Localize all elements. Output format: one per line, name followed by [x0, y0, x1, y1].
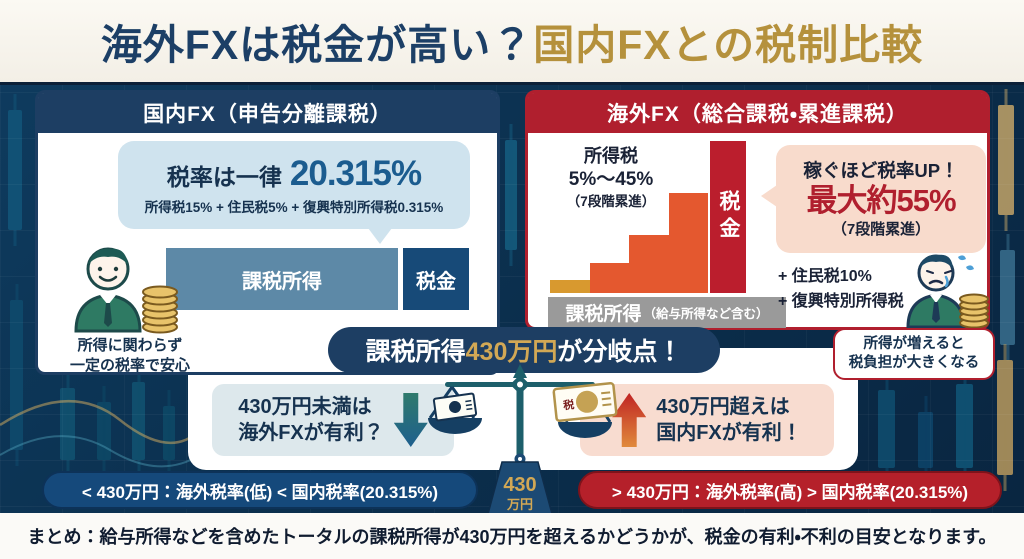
- candlestick-decoration: [132, 382, 145, 460]
- domestic-panel-header: 国内FX（申告分離課税）: [38, 93, 497, 133]
- candlestick-decoration: [997, 360, 1013, 475]
- max-rate-value: 最大約55%: [806, 182, 956, 218]
- title-question: 海外FXは税金が高い？: [100, 22, 534, 68]
- worried-investor-icon: [906, 254, 989, 329]
- above-threshold-line1: 430万円超えは: [656, 396, 790, 418]
- banner-amount: 430万円: [465, 338, 558, 366]
- below-threshold-line2: 海外FXが有利？: [238, 422, 384, 444]
- bubble-tail: [761, 185, 777, 207]
- above-threshold-pill: > 430万円：海外税率(高) > 国内税率(20.315%): [578, 471, 1002, 509]
- income-tax-label: 所得税: [584, 146, 638, 166]
- candlestick-decoration: [60, 388, 75, 460]
- candlestick-decoration: [956, 384, 973, 468]
- candlestick-decoration: [918, 412, 933, 468]
- banner-pre: 課税所得: [365, 338, 466, 366]
- overseas-caption-bubble: 所得が増えると 税負担が大きくなる: [833, 328, 995, 380]
- overseas-fx-panel: 海外FX（総合課税・累進課税） 所得税 5%〜45% （7段階累進） 税金 課税…: [525, 90, 990, 330]
- candlestick-decoration: [1000, 250, 1015, 345]
- overseas-rate-bubble: 稼ぐほど税率UP！ 最大約55% （7段階累進）: [776, 145, 986, 253]
- rate-up-label: 稼ぐほど税率UP！: [803, 159, 959, 181]
- threshold-banner: 課税所得 430万円 が分岐点！: [328, 327, 720, 373]
- overseas-tax-bar: 税金: [710, 141, 746, 293]
- above-threshold-line2: 国内FXが有利！: [656, 422, 802, 444]
- candlestick-decoration: [878, 390, 895, 468]
- overseas-caption-line2: 税負担が大きくなる: [848, 355, 980, 371]
- staircase-step: [589, 263, 629, 293]
- domestic-caption-line2: 一定の税率で安心: [69, 357, 190, 375]
- title-comparison: 国内FXとの税制比較: [533, 22, 924, 68]
- overseas-income-base-bar: 課税所得 （給与所得など含む）: [548, 297, 786, 328]
- bubble-tail: [368, 228, 392, 244]
- candlestick-decoration: [505, 140, 517, 250]
- domestic-bar-chart: 課税所得 税金: [166, 248, 469, 310]
- reconstruction-tax-line: + 復興特別所得税: [778, 292, 904, 310]
- happy-investor-icon: [74, 247, 178, 334]
- income-tax-range: 5%〜45%: [568, 169, 654, 191]
- staircase-step: [629, 235, 669, 293]
- weight-unit: 万円: [506, 497, 533, 512]
- tax-bar: 税金: [403, 248, 469, 310]
- balance-scale-icon: 税 430 万円: [428, 364, 618, 514]
- weight-value: 430: [503, 474, 536, 496]
- income-tax-brackets: （7段階累進）: [566, 194, 656, 210]
- domestic-rate-bubble: 税率は一律 20.315% 所得税15% + 住民税5% + 復興特別所得税0.…: [118, 141, 470, 229]
- below-threshold-line1: 430万円未満は: [238, 396, 372, 418]
- trend-line-decoration: [0, 400, 200, 468]
- staircase-step: [550, 280, 590, 293]
- overseas-tax-bar-label: 税金: [717, 190, 740, 244]
- brackets-note: （7段階累進）: [831, 220, 931, 238]
- base-bar-note: （給与所得など含む）: [643, 307, 769, 321]
- overseas-caption-line1: 所得が増えると: [863, 336, 965, 353]
- rate-breakdown: 所得税15% + 住民税5% + 復興特別所得税0.315%: [144, 200, 444, 215]
- candlestick-decoration: [998, 105, 1014, 215]
- additional-taxes: + 住民税10% + 復興特別所得税: [778, 265, 904, 315]
- domestic-caption: 所得に関わらず 一定の税率で安心: [40, 336, 220, 377]
- banknote-tax-character: 税: [562, 397, 574, 412]
- above-threshold-bubble: 430万円超えは 国内FXが有利！: [580, 384, 834, 456]
- taxable-income-bar: 課税所得: [166, 248, 398, 310]
- staircase-step: [668, 193, 708, 293]
- domestic-caption-line1: 所得に関わらず: [77, 337, 183, 354]
- below-threshold-bubble: 430万円未満は 海外FXが有利？: [212, 384, 454, 456]
- candlestick-decoration: [97, 402, 111, 460]
- banner-post: が分岐点！: [557, 338, 683, 366]
- flat-rate-label: 税率は一律: [166, 164, 282, 190]
- base-bar-label: 課税所得: [565, 304, 642, 325]
- candlestick-decoration: [163, 406, 175, 460]
- resident-tax-line: + 住民税10%: [778, 268, 872, 285]
- below-threshold-pill: < 430万円：海外税率(低) < 国内税率(20.315%): [42, 471, 478, 509]
- flat-rate-value: 20.315%: [289, 154, 422, 193]
- progressive-tax-staircase: [550, 139, 708, 293]
- overseas-panel-header: 海外FX（総合課税・累進課税）: [528, 93, 987, 133]
- progressive-rate-label: 所得税 5%〜45% （7段階累進）: [536, 145, 686, 211]
- page-title: 海外FXは税金が高い？国内FXとの税制比較: [101, 11, 923, 71]
- summary-strip: まとめ：給与所得などを含めたトータルの課税所得が430万円を超えるかどうかが、税…: [0, 513, 1024, 559]
- candlestick-decoration: [8, 110, 22, 230]
- header-bar: 海外FXは税金が高い？国内FXとの税制比較: [0, 0, 1024, 85]
